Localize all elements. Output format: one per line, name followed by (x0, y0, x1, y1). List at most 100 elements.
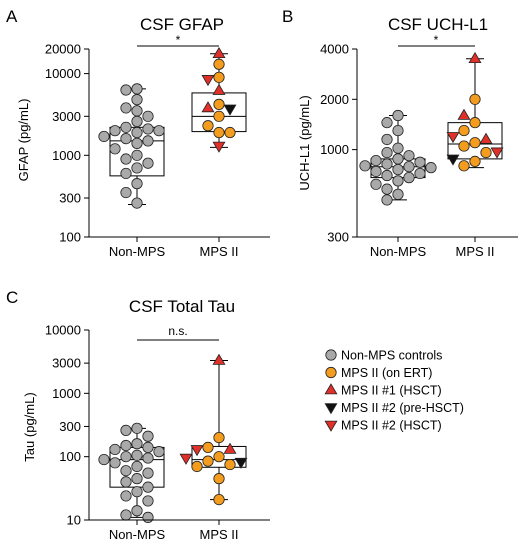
legend-marker (324, 403, 338, 415)
y-tick-label: 1000 (320, 142, 349, 157)
data-point (120, 121, 132, 133)
data-point (120, 102, 132, 114)
data-point (131, 486, 143, 498)
x-tick-label: Non-MPS (370, 244, 427, 259)
data-point (446, 132, 460, 144)
data-point (479, 132, 493, 144)
legend-label: MPS II (on ERT) (341, 366, 432, 380)
box-iqr (191, 445, 247, 468)
data-point (223, 442, 237, 454)
data-point (213, 473, 225, 485)
data-point (381, 183, 393, 195)
data-point (403, 172, 415, 184)
data-point (131, 473, 143, 485)
data-point (109, 143, 121, 155)
legend: Non-MPS controls MPS II (on ERT) MPS II #1… (324, 349, 464, 433)
legend-marker (324, 420, 338, 432)
y-tick-label: 10000 (45, 323, 81, 338)
y-tick-label: 10 (67, 513, 81, 528)
point-group (359, 51, 504, 206)
data-point (414, 167, 426, 180)
legend-label: MPS II #1 (HSCT) (341, 384, 442, 398)
x-tick-group: Non-MPS MPS II (109, 237, 239, 259)
data-point (98, 453, 110, 466)
panel-gfap: A CSF GFAP GFAP (pg/mL) 1003001000300010… (6, 7, 270, 259)
x-tick-label: Non-MPS (109, 527, 166, 542)
data-point (131, 94, 143, 106)
data-point (120, 133, 132, 145)
data-point (458, 160, 470, 172)
data-point (179, 453, 193, 465)
data-point (381, 117, 393, 129)
data-point (142, 123, 154, 135)
data-point (392, 109, 404, 122)
data-point (469, 117, 481, 129)
data-point (224, 458, 236, 471)
data-point (468, 51, 482, 63)
data-point (359, 160, 371, 172)
y-tick-label: 4000 (320, 42, 349, 57)
data-point (131, 115, 143, 127)
data-point (142, 511, 154, 523)
data-point (142, 452, 154, 464)
data-point (392, 163, 404, 176)
data-point (469, 137, 481, 149)
data-point (213, 58, 225, 70)
y-tick-label: 300 (327, 230, 349, 245)
data-point (142, 135, 154, 147)
significance-label: * (434, 33, 439, 47)
legend-marker (325, 366, 337, 379)
data-point (142, 495, 154, 507)
y-tick-group: 100 300 1000 3000 10000 20000 (45, 42, 89, 245)
data-point (202, 441, 214, 454)
data-point (213, 126, 225, 139)
x-tick-label: MPS II (199, 527, 238, 542)
data-point (381, 158, 393, 170)
data-point (403, 161, 415, 173)
y-axis-label: Tau (pg/mL) (22, 392, 37, 461)
data-point (469, 155, 481, 168)
panel-title: CSF UCH-L1 (388, 15, 488, 34)
legend-label: MPS II #2 (HSCT) (341, 419, 442, 433)
significance-bracket: n.s. (137, 324, 219, 341)
data-point (109, 125, 121, 137)
data-point (446, 154, 460, 166)
data-point (392, 124, 404, 137)
data-point (131, 422, 143, 434)
x-tick-label: MPS II (199, 244, 238, 259)
panel-letter: B (282, 7, 293, 26)
y-tick-label: 100 (59, 230, 81, 245)
significance-bracket: * (137, 33, 219, 47)
y-tick-label: 1000 (52, 148, 81, 163)
data-point (458, 140, 470, 152)
data-point (109, 443, 121, 456)
point-group (98, 353, 248, 523)
data-point (381, 133, 393, 146)
data-point (120, 476, 132, 488)
panel-letter: C (6, 288, 18, 307)
y-axis-label: UCH-L1 (pg/mL) (297, 95, 312, 190)
data-point (457, 108, 471, 120)
data-point (201, 101, 215, 113)
y-tick-label: 3000 (52, 356, 81, 371)
data-point (392, 175, 404, 187)
data-point (370, 178, 382, 190)
y-tick-label: 300 (59, 191, 81, 206)
data-point (223, 104, 237, 116)
significance-bracket: * (398, 33, 475, 47)
data-point (142, 110, 154, 122)
y-tick-label: 100 (59, 449, 81, 464)
panel-uchl1: B CSF UCH-L1 UCH-L1 (pg/mL) 300 1000 2000 4… (282, 7, 518, 259)
data-point (212, 46, 226, 59)
data-point (98, 130, 110, 143)
data-point (120, 424, 132, 436)
data-point (212, 141, 226, 153)
panel-title: CSF Total Tau (129, 297, 235, 316)
panel-tau: C CSF Total Tau Tau (pg/mL) 10 100 300 1000… (6, 288, 270, 542)
y-tick-group: 300 1000 2000 4000 (320, 42, 357, 245)
y-tick-label: 1000 (52, 386, 81, 401)
data-point (131, 137, 143, 149)
data-point (370, 165, 382, 178)
data-point (190, 445, 204, 457)
